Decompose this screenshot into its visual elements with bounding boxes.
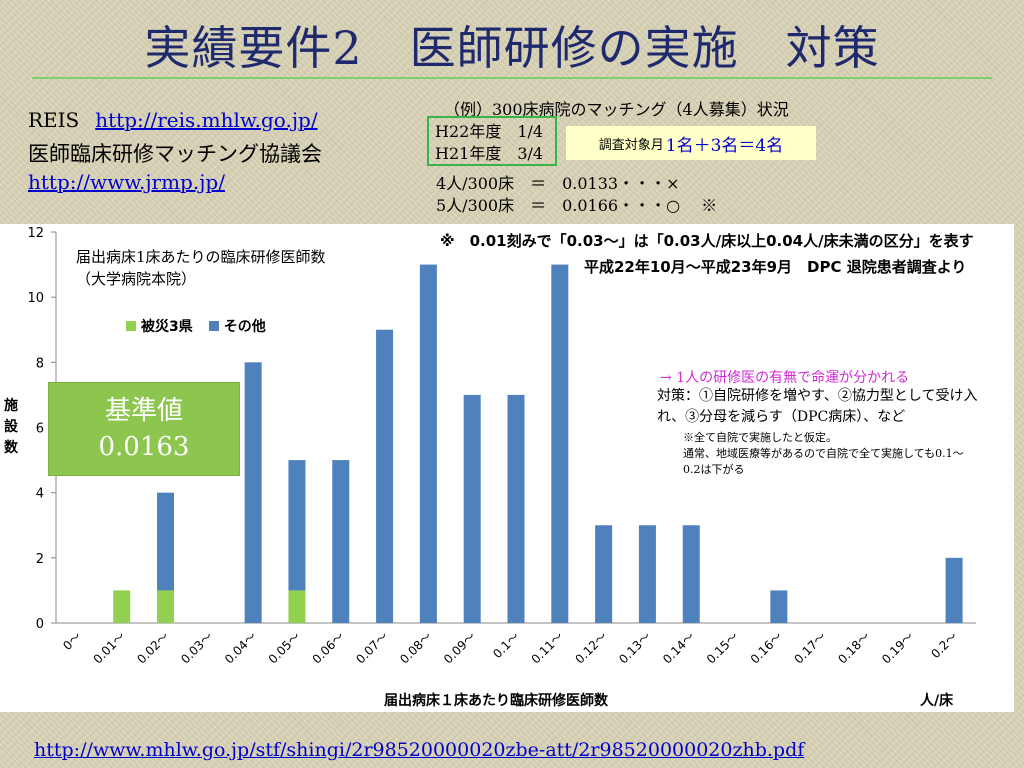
- bar-other: [682, 525, 700, 623]
- ratio-5-per-300: 5人/300床 ＝ 0.0166・・・○ ※: [436, 196, 718, 215]
- legend-label-disaster: 被災3県: [141, 319, 193, 335]
- chart-title-line2: （大学病院本院）: [76, 270, 197, 288]
- example-title: （例）300床病院のマッチング（4人募集）状況: [444, 100, 789, 119]
- note-assumption-line2: 通常、地域医療等があるので自院で全て実施しても0.1～0.2は下がる: [683, 447, 964, 476]
- target-month-label: 調査対象月: [598, 137, 664, 153]
- x-tick-label: 0.12～: [572, 629, 609, 666]
- y-axis-label: 施設数: [4, 398, 18, 456]
- chart-legend: 被災3県 その他: [126, 316, 282, 336]
- bar-other: [463, 394, 481, 623]
- bar-other: [595, 525, 613, 623]
- target-month-box: 調査対象月 1名＋3名＝4名: [566, 126, 816, 160]
- baseline-label: 基準値: [104, 396, 183, 426]
- x-tick-label: 0.04～: [222, 629, 259, 666]
- target-month-value: 1名＋3名＝4名: [665, 135, 784, 156]
- bar-other: [551, 264, 569, 623]
- ratio-4-per-300: 4人/300床 ＝ 0.0133・・・×: [436, 174, 680, 193]
- x-tick-label: 0.2～: [928, 629, 960, 661]
- bar-other: [288, 460, 306, 591]
- bar-other: [507, 394, 525, 623]
- legend-item-other: その他: [208, 316, 266, 336]
- x-tick-label: 0.05～: [266, 629, 303, 666]
- jrmp-link[interactable]: http://www.jrmp.jp/: [28, 170, 225, 194]
- note-assumption-line1: ※全て自院で実施したと仮定。: [683, 431, 837, 444]
- source-link[interactable]: http://www.mhlw.go.jp/stf/shingi/2r98520…: [34, 739, 805, 761]
- legend-swatch-disaster: [126, 321, 136, 331]
- x-tick-label: 0.08～: [397, 629, 434, 666]
- bar-other: [332, 460, 350, 623]
- y-tick-label: 8: [36, 356, 44, 371]
- bar-other: [157, 492, 175, 591]
- matching-year-box: H22年度 1/4 H21年度 3/4: [427, 116, 557, 166]
- bar-other: [376, 329, 394, 623]
- note-arrow-text: → 1人の研修医の有無で命運が分かれる: [660, 370, 910, 386]
- y-tick-label: 12: [27, 226, 44, 241]
- bar-disaster: [157, 590, 175, 623]
- x-tick-label: 0.07～: [353, 629, 390, 666]
- y-tick-label: 2: [36, 552, 44, 567]
- reis-line: REIS http://reis.mhlw.go.jp/: [28, 108, 318, 132]
- x-axis-unit-label: 人/床: [920, 693, 954, 709]
- x-tick-label: 0.1～: [490, 629, 522, 661]
- bar-disaster: [113, 590, 131, 623]
- x-tick-label: 0.02～: [134, 629, 171, 666]
- x-tick-label: 0.06～: [310, 629, 347, 666]
- chart-annotation-period: 平成22年10月～平成23年9月 DPC 退院患者調査より: [584, 258, 967, 276]
- jrmp-line: http://www.jrmp.jp/: [28, 170, 225, 194]
- x-tick-label: 0.19～: [879, 629, 916, 666]
- bar-other: [770, 590, 788, 623]
- x-tick-label: 0.03～: [178, 629, 215, 666]
- association-name: 医師臨床研修マッチング協議会: [28, 142, 322, 166]
- year-row-h21: H21年度 3/4: [435, 144, 544, 163]
- note-assumption: ※全て自院で実施したと仮定。 通常、地域医療等があるので自院で全て実施しても0.…: [683, 430, 973, 478]
- x-tick-label: 0.14～: [660, 629, 697, 666]
- reis-link[interactable]: http://reis.mhlw.go.jp/: [95, 108, 318, 132]
- y-tick-label: 10: [27, 291, 44, 306]
- bar-disaster: [288, 590, 306, 623]
- y-tick-label: 0: [36, 617, 44, 632]
- baseline-value-box: 基準値 0.0163: [48, 382, 240, 476]
- legend-swatch-other: [208, 321, 219, 331]
- chart-title: 届出病床1床あたりの臨床研修医師数 （大学病院本院）: [76, 246, 326, 290]
- title-divider: [32, 77, 992, 79]
- x-tick-label: 0～: [60, 629, 84, 653]
- x-tick-label: 0.01～: [91, 629, 128, 666]
- bar-other: [945, 557, 963, 623]
- slide-title: 実績要件2 医師研修の実施 対策: [144, 21, 880, 75]
- baseline-value: 0.0163: [98, 432, 190, 462]
- year-row-h22: H22年度 1/4: [435, 122, 544, 141]
- note-measures-text: 対策：①自院研修を増やす、②協力型として受け入れ、③分母を減らす（DPC病床）、…: [657, 388, 978, 425]
- legend-item-disaster: 被災3県: [126, 316, 193, 336]
- x-tick-label: 0.15～: [704, 629, 741, 666]
- chart-annotation-bin-note: ※ 0.01刻みで「0.03～」は「0.03人/床以上0.04人/床未満の区分」…: [440, 232, 974, 250]
- bar-other: [244, 362, 262, 623]
- x-axis-label: 届出病床１床あたり臨床研修医師数: [384, 693, 608, 709]
- x-tick-label: 0.09～: [441, 629, 478, 666]
- source-line: http://www.mhlw.go.jp/stf/shingi/2r98520…: [34, 739, 804, 761]
- x-tick-label: 0.18～: [835, 629, 872, 666]
- y-tick-label: 6: [36, 422, 44, 437]
- bar-other: [638, 525, 656, 623]
- x-tick-label: 0.17～: [791, 629, 828, 666]
- reis-label: REIS: [28, 108, 80, 132]
- x-tick-label: 0.13～: [616, 629, 653, 666]
- legend-label-other: その他: [223, 319, 266, 335]
- chart-title-line1: 届出病床1床あたりの臨床研修医師数: [76, 248, 326, 266]
- x-tick-label: 0.16～: [748, 629, 785, 666]
- y-tick-label: 4: [36, 487, 44, 502]
- x-tick-label: 0.11～: [529, 629, 566, 666]
- bar-other: [419, 264, 437, 623]
